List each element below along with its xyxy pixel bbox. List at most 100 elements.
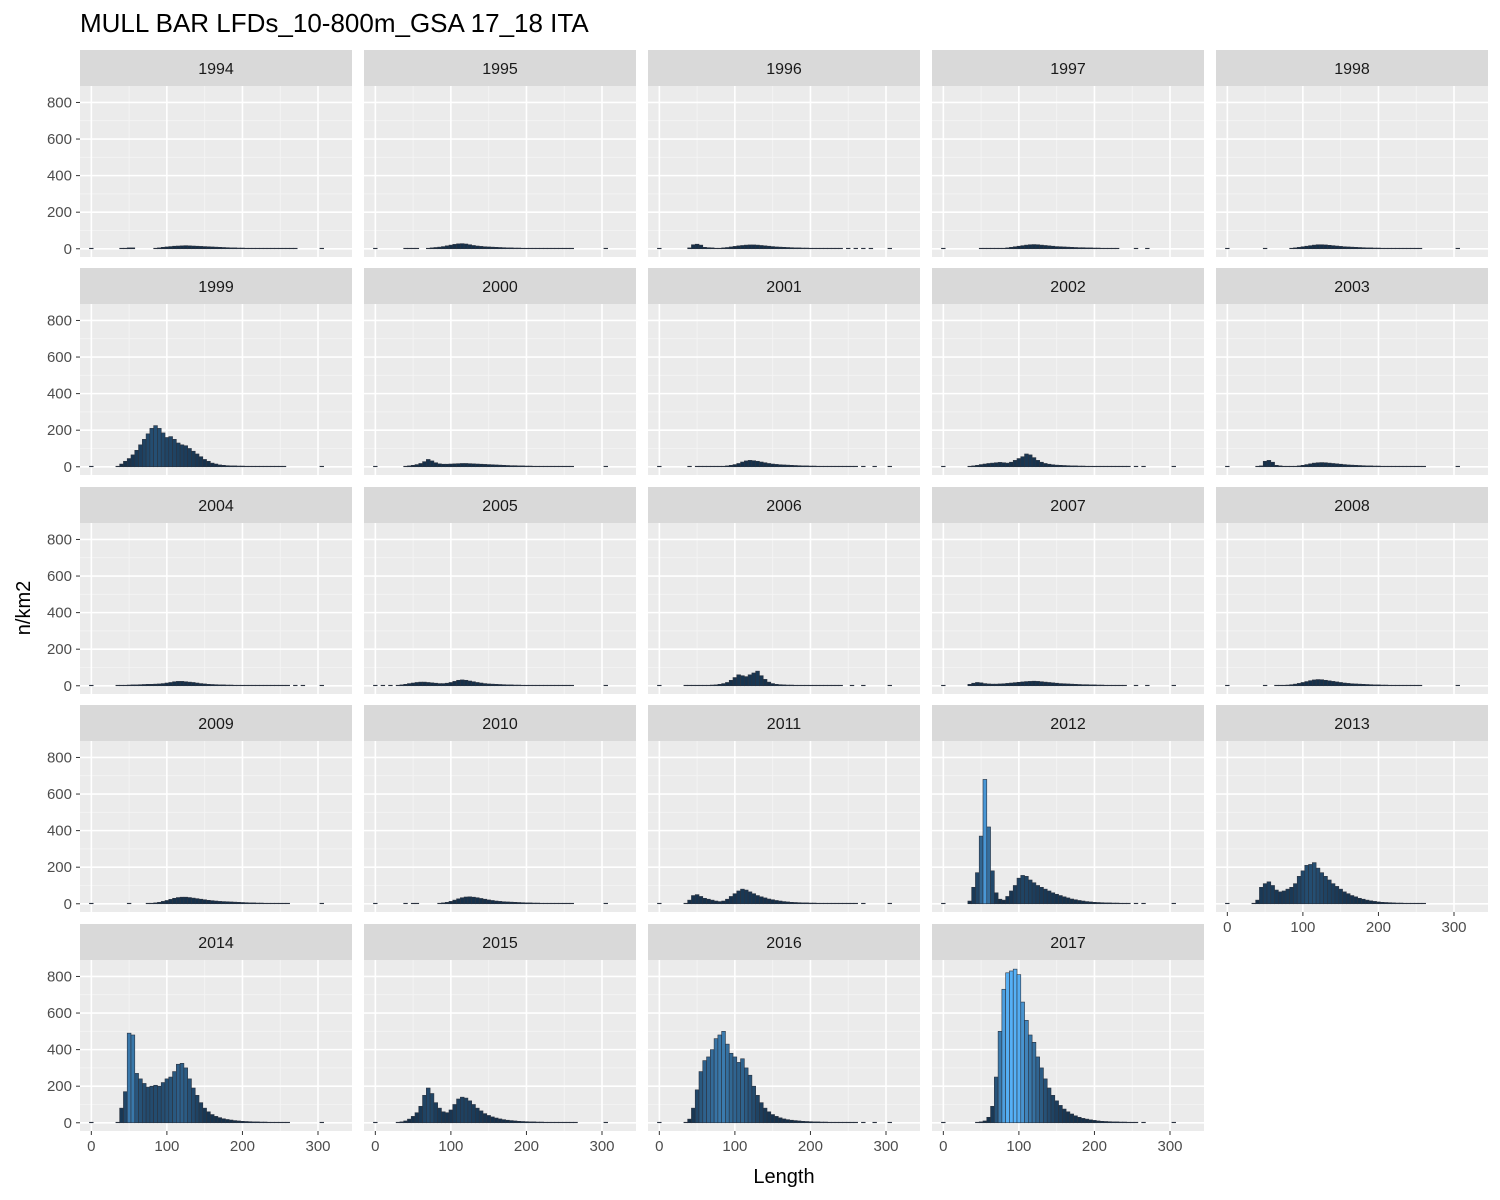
facet-strip [932,924,1204,960]
histogram-bar [463,243,469,250]
histogram-bar [755,460,760,468]
histogram-bar [800,902,806,905]
histogram-bar [1016,974,1022,1124]
histogram-bar [516,902,522,905]
histogram-bar [781,1118,787,1124]
panel-background [932,523,1204,694]
histogram-bar [1080,900,1086,905]
histogram-bar [1255,465,1260,468]
histogram-bar [1455,465,1460,468]
histogram-bar [437,683,442,687]
histogram-bar [717,684,722,687]
histogram-bar [251,465,256,468]
histogram-bar [694,243,700,250]
histogram-bar [1016,681,1022,687]
histogram-bar [1395,465,1400,468]
histogram-bar [240,684,245,687]
histogram-bar [975,872,980,905]
histogram-bar [1069,465,1074,468]
histogram-bar [550,902,556,905]
histogram-bar [187,1078,192,1124]
histogram-bar [1281,684,1287,687]
histogram-bar [228,684,234,687]
histogram-bar [1398,684,1404,687]
histogram-bar [437,463,442,468]
histogram-bar [213,463,219,468]
histogram-bar [1372,901,1377,905]
histogram-bar [494,247,499,250]
histogram-bar [1368,900,1374,905]
histogram-bar [278,902,283,905]
histogram-bar [994,892,999,905]
histogram-bar [1024,1020,1029,1124]
histogram-bar [535,902,540,905]
histogram-bar [247,465,253,468]
histogram-bar [778,684,783,687]
histogram-bar [444,682,450,687]
histogram-bar [702,897,707,905]
histogram-bar [1058,465,1063,468]
facet-strip-label: 2017 [1050,935,1086,952]
y-tick-label: 0 [64,678,72,695]
histogram-bar [1395,684,1400,687]
facet-strip-label: 2014 [198,935,234,952]
histogram-bar [1088,684,1093,687]
histogram-bar [861,1121,866,1124]
histogram-bar [702,1060,707,1124]
histogram-bar [997,683,1003,687]
histogram-bar [1073,899,1078,905]
histogram-bar [967,684,972,687]
histogram-bar [694,1089,700,1124]
histogram-bar [278,1121,283,1124]
histogram-bar [804,1121,809,1124]
histogram-bar [827,902,832,905]
histogram-bar [1028,681,1033,687]
histogram-bar [562,247,567,250]
histogram-bar [395,1121,401,1124]
histogram-bar [1039,461,1044,468]
histogram-bar [543,684,548,687]
histogram-bar [490,464,495,468]
panel-background [932,741,1204,912]
histogram-bar [747,891,753,905]
histogram-bar [225,684,230,687]
histogram-bar [710,899,715,905]
histogram-bar [846,247,851,250]
histogram-bar [1361,247,1366,250]
panel-background [80,523,352,694]
histogram-bar [441,902,446,905]
histogram-bar [1368,465,1374,468]
histogram-bar [853,247,858,250]
histogram-bar [558,1121,563,1124]
facet-strip-label: 2010 [482,716,518,733]
histogram-bar [433,462,438,468]
histogram-bar [160,901,166,905]
histogram-bar [1372,247,1377,250]
histogram-bar [717,901,722,905]
histogram-bar [138,444,143,468]
histogram-bar [89,684,94,687]
histogram-bar [1111,902,1116,905]
histogram-bar [89,247,94,250]
histogram-bar [373,465,378,468]
histogram-bar [531,465,537,468]
histogram-bar [482,1113,488,1124]
histogram-bar [1391,247,1396,250]
histogram-bar [1171,465,1176,468]
histogram-bar [1046,890,1052,905]
histogram-bar [546,465,552,468]
histogram-bar [1353,896,1358,905]
histogram-bar [168,436,173,468]
histogram-bar [762,679,768,687]
facet-strip-label: 1999 [198,279,234,296]
histogram-bar [830,247,836,250]
histogram-bar [482,683,488,687]
histogram-bar [1376,901,1381,905]
histogram-bar [437,1107,442,1124]
histogram-bar [744,676,749,687]
histogram-bar [1410,902,1415,905]
histogram-bar [266,684,272,687]
histogram-bar [274,1121,279,1124]
histogram-bar [1096,902,1101,905]
